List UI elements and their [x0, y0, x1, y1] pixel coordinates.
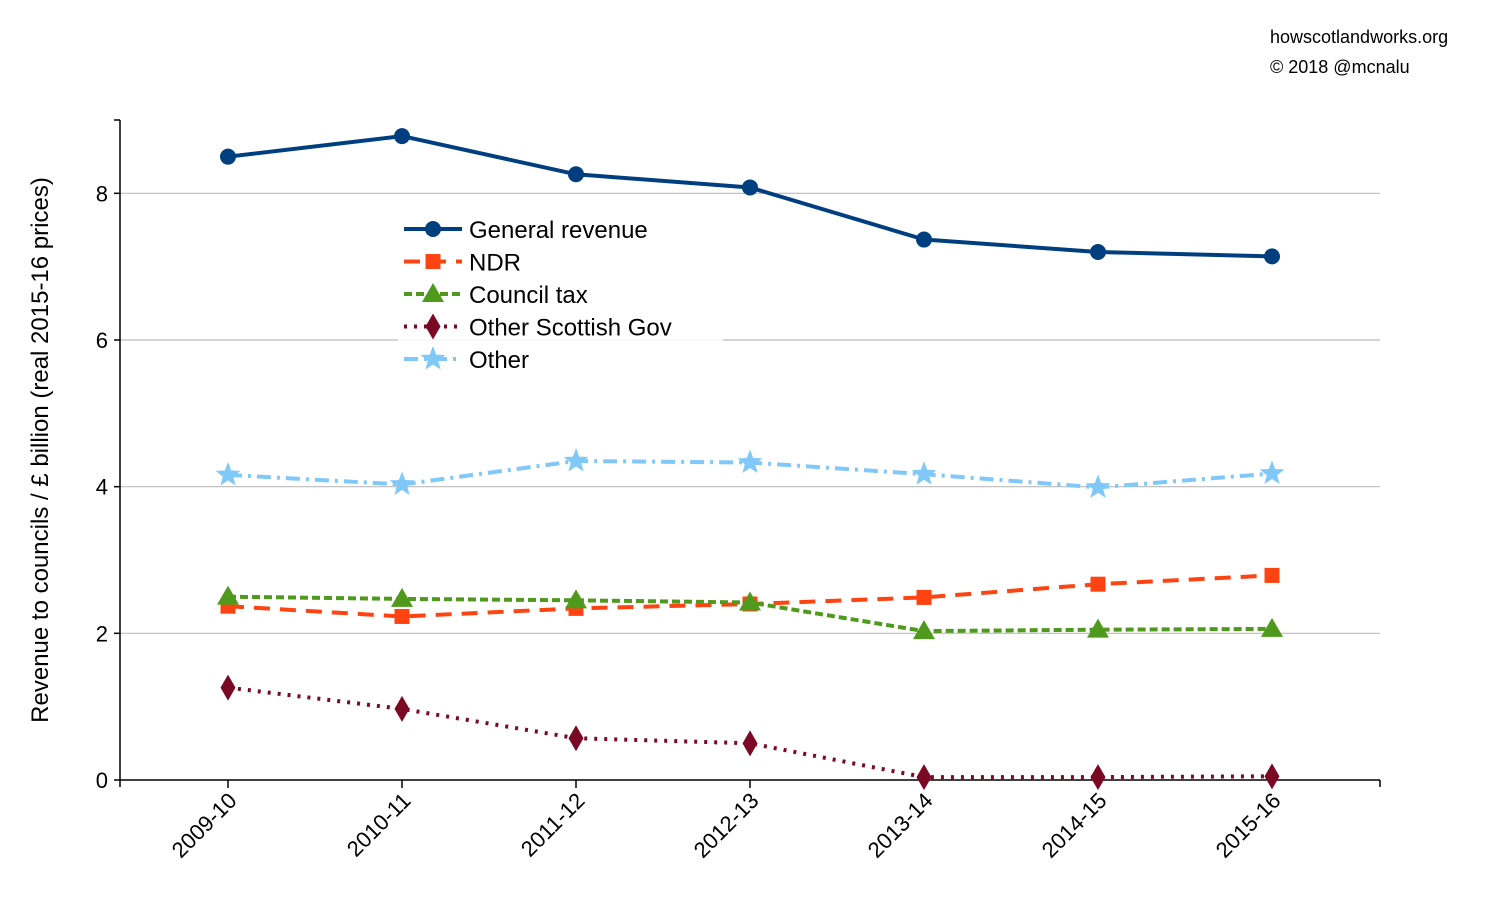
series — [215, 448, 1285, 498]
y-tick-label: 0 — [96, 768, 108, 793]
x-tick-label: 2014-15 — [1037, 788, 1112, 863]
data-point — [220, 674, 236, 701]
data-point — [568, 725, 584, 752]
series — [220, 674, 1280, 791]
y-tick-label: 2 — [96, 621, 108, 646]
legend-label: Council tax — [469, 282, 588, 309]
legend-marker — [425, 254, 441, 269]
data-point — [1264, 567, 1280, 583]
legend: General revenue NDR Council tax Other Scott… — [398, 210, 723, 375]
series — [217, 585, 1283, 640]
data-point — [739, 591, 761, 611]
series — [220, 128, 1280, 265]
y-tick-label: 6 — [96, 328, 108, 353]
gridlines — [120, 192, 1380, 634]
data-point — [1090, 764, 1106, 791]
credit-block: howscotlandworks.org © 2018 @mcnalu — [1270, 22, 1448, 82]
x-tick-label: 2011-12 — [516, 788, 590, 862]
data-point — [737, 449, 763, 473]
legend-marker — [425, 221, 441, 237]
data-point — [1261, 617, 1283, 637]
data-point — [742, 179, 758, 196]
legend-label: Other Scottish Gov — [469, 315, 672, 342]
data-point — [1087, 618, 1109, 638]
legend-marker — [420, 346, 446, 370]
data-point — [913, 620, 935, 640]
y-tick-label: 8 — [96, 181, 108, 206]
data-point — [217, 585, 239, 605]
data-point — [568, 166, 584, 183]
data-point — [1085, 474, 1111, 498]
data-point — [394, 608, 410, 624]
x-tick-label: 2013-14 — [863, 788, 938, 863]
legend-label: Other — [469, 347, 529, 374]
data-point — [394, 695, 410, 722]
data-point — [916, 764, 932, 791]
legend-label: General revenue — [469, 217, 648, 244]
data-point — [911, 461, 937, 485]
data-point — [565, 589, 587, 609]
data-point — [1090, 244, 1106, 260]
x-tick-label: 2012-13 — [689, 788, 764, 863]
x-tick-label: 2010-11 — [342, 788, 416, 862]
data-point — [1264, 763, 1280, 790]
data-point — [220, 148, 236, 165]
legend-marker — [422, 283, 444, 302]
series-group — [215, 128, 1285, 791]
data-point — [1264, 248, 1280, 265]
y-axis-title: Revenue to councils / £ billion (real 20… — [27, 177, 54, 723]
legend-label: NDR — [469, 250, 521, 277]
data-point — [394, 128, 410, 145]
data-point — [742, 730, 758, 757]
data-point — [916, 589, 932, 605]
axes: 0 2 4 6 8 2009-10 2010-11 2011-12 2012-13 2013-14… — [96, 119, 1381, 863]
data-point — [391, 587, 413, 607]
credit-site: howscotlandworks.org — [1270, 27, 1449, 47]
data-point — [389, 471, 415, 495]
data-point — [563, 448, 589, 472]
x-tick-label: 2015-16 — [1211, 788, 1286, 863]
legend-marker — [425, 313, 441, 340]
x-tick-label: 2009-10 — [167, 788, 242, 863]
credit-copyright: © 2018 @mcnalu — [1270, 57, 1410, 77]
data-point — [1259, 460, 1285, 484]
data-point — [916, 231, 932, 248]
data-point — [1090, 576, 1106, 592]
data-point — [215, 461, 241, 486]
y-tick-label: 4 — [96, 475, 108, 500]
series-line — [227, 134, 1273, 259]
